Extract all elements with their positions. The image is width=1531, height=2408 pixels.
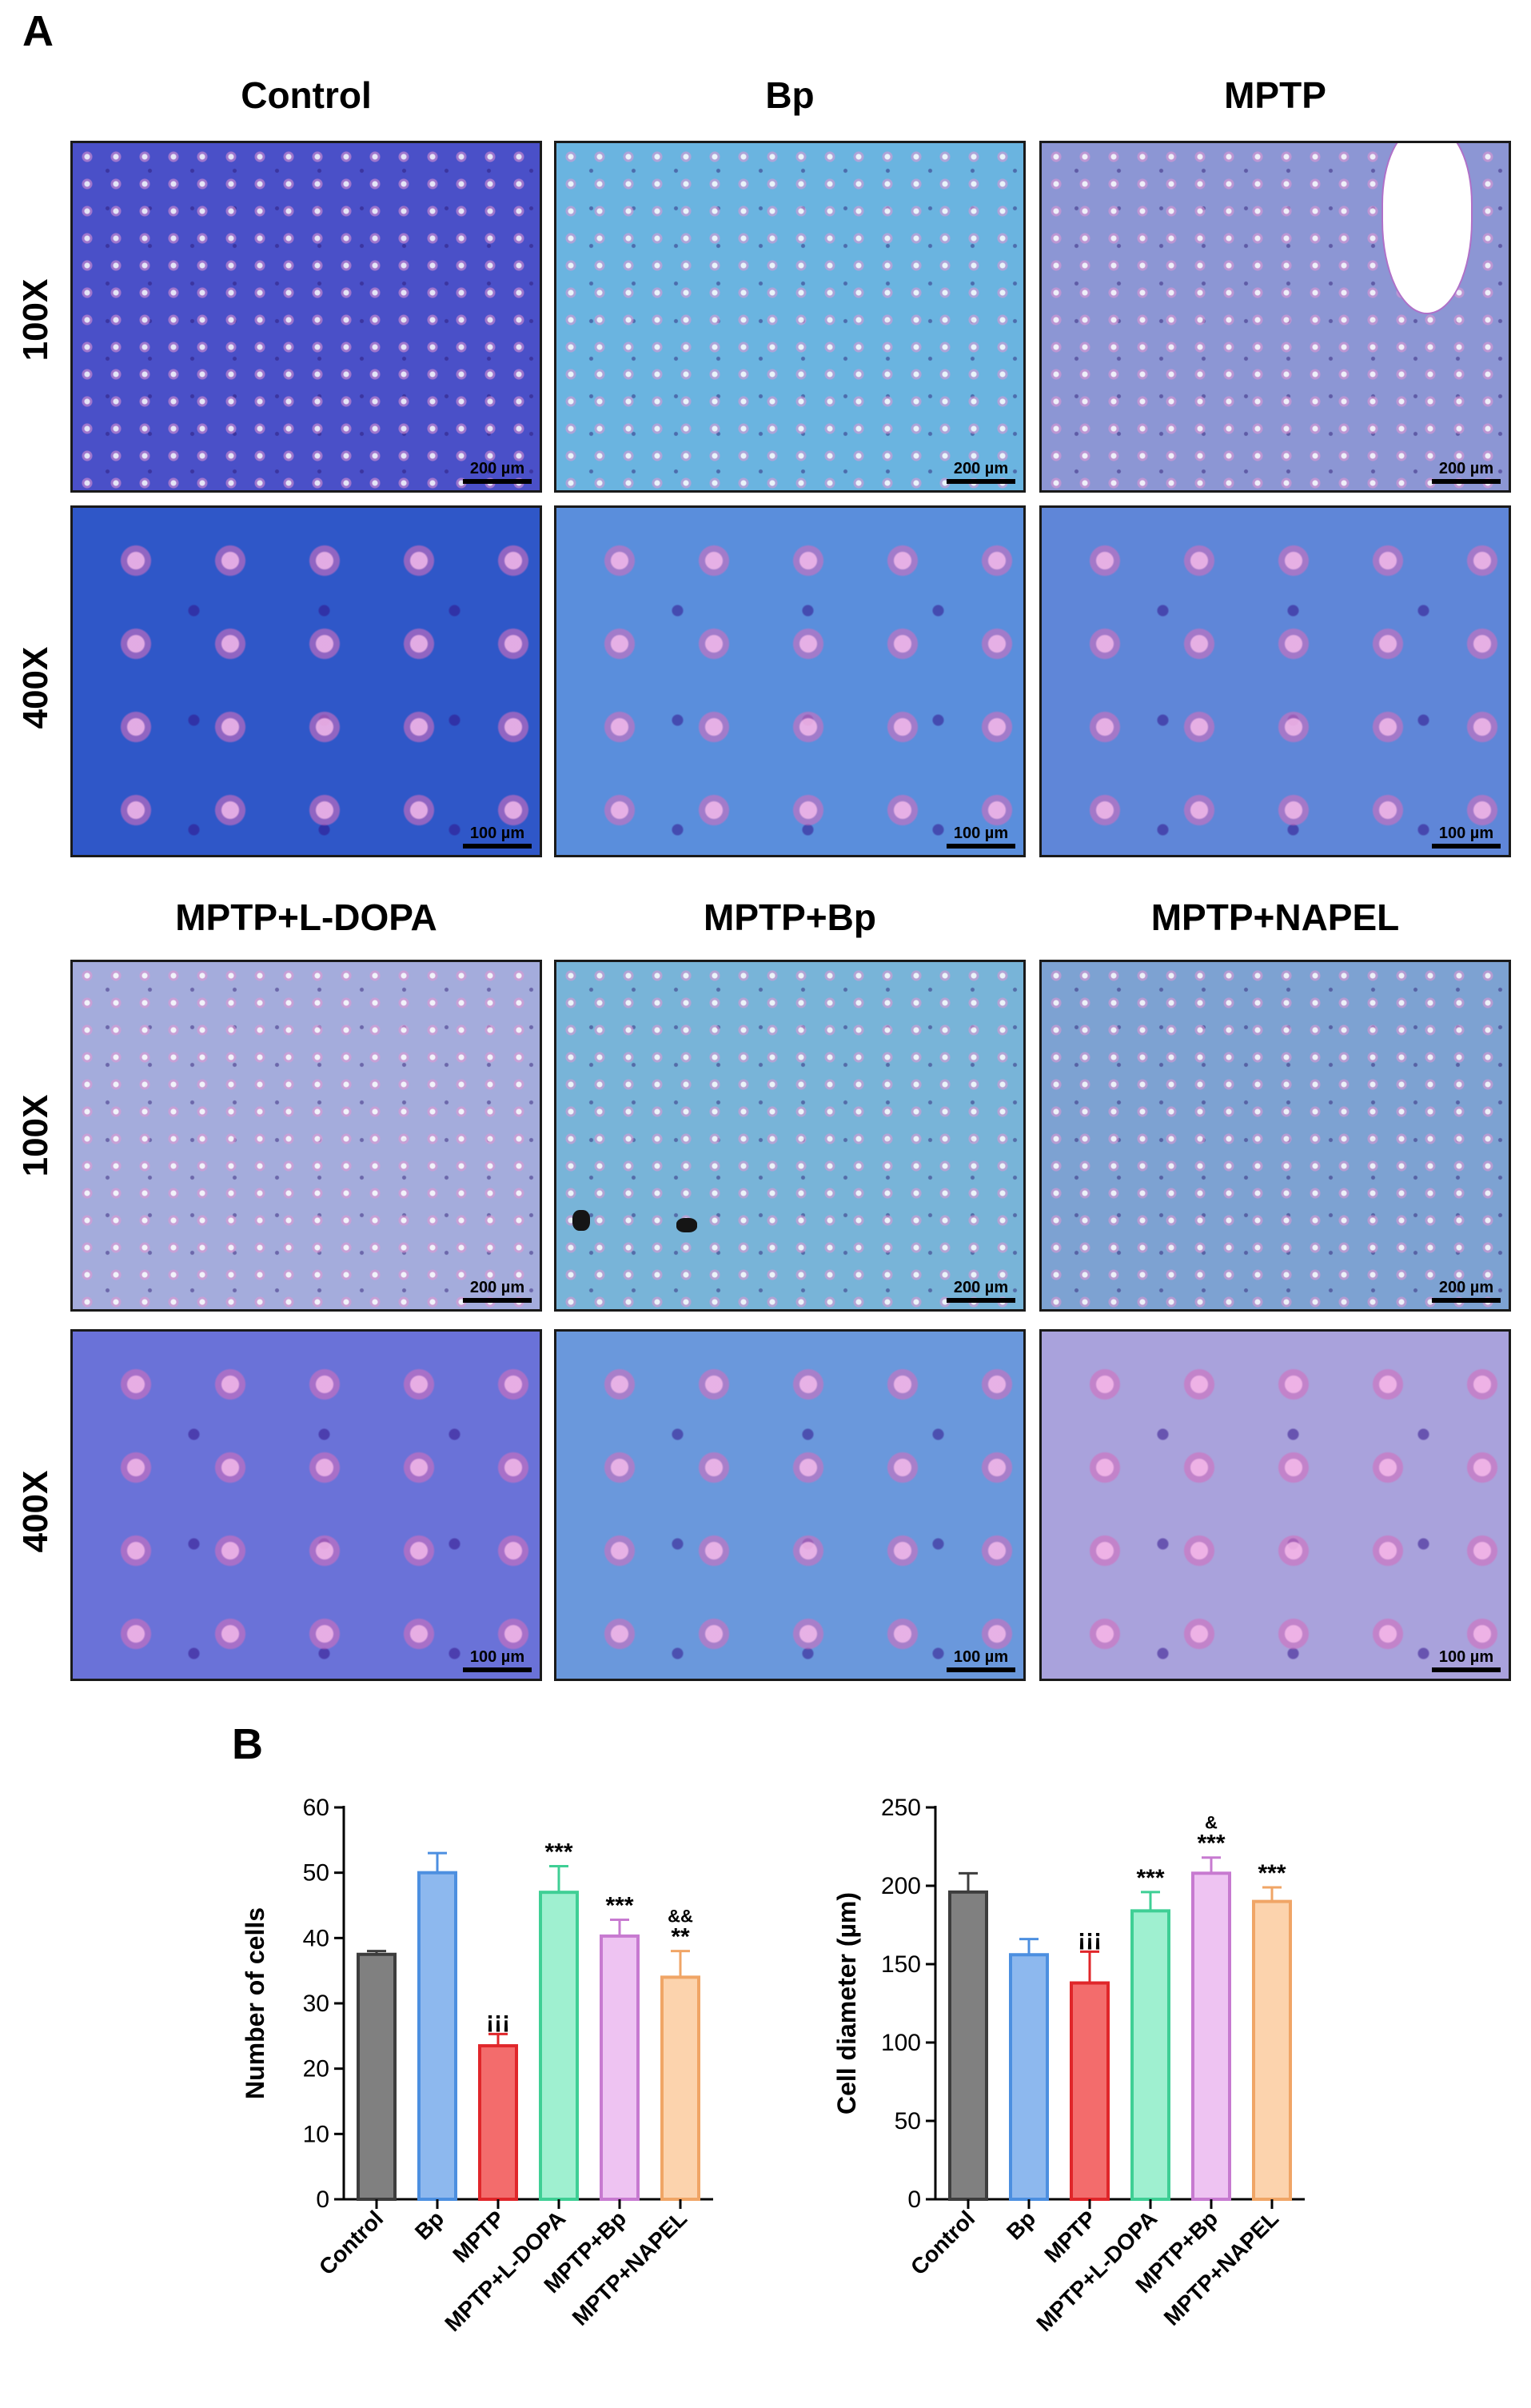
micrograph-mptp-napel-100x: 200 µm <box>1039 960 1511 1312</box>
bar-mptp <box>478 2044 518 2202</box>
scale-bar: 200 µm <box>947 1279 1015 1303</box>
panel-b-label: B <box>232 1720 263 1768</box>
bar-control <box>357 1952 397 2201</box>
x-tick-label: Bp <box>1002 2206 1040 2244</box>
bar-mptp-bp <box>600 1934 640 2201</box>
significance-marker: & <box>1205 1813 1218 1833</box>
micrograph-mptp-100x: 200 µm <box>1039 141 1511 493</box>
y-tick-label: 50 <box>895 2108 921 2134</box>
x-tick-label: Bp <box>410 2206 449 2244</box>
column-title-mptp-napel: MPTP+NAPEL <box>1150 897 1400 938</box>
significance-marker: *** <box>1136 1865 1164 1891</box>
micrograph-mptp-bp-100x: 200 µm <box>554 960 1026 1312</box>
scale-bar: 200 µm <box>1432 460 1501 484</box>
y-tick-label: 100 <box>881 2030 921 2056</box>
bar-chart-cell-diameter: 0 50 100 150 200 250 Cell diameter (µm) Control… <box>832 1795 1305 2336</box>
y-tick-label: 0 <box>316 2186 329 2213</box>
micrograph-mptp-napel-400x: 100 µm <box>1039 1329 1511 1681</box>
dark-deposit <box>676 1218 697 1232</box>
x-tick-label: Control <box>906 2206 979 2279</box>
bar-bp <box>1009 1953 1049 2202</box>
y-axis-label: Cell diameter (µm) <box>832 1892 861 2114</box>
significance-marker: && <box>668 1907 693 1927</box>
column-title-control: Control <box>241 74 372 116</box>
significance-marker: ¡¡¡ <box>486 2007 510 2033</box>
panel-a-label: A <box>22 7 54 55</box>
y-tick-label: 60 <box>303 1795 329 1821</box>
micrograph-bp-100x: 200 µm <box>554 141 1026 493</box>
bar-bp <box>417 1871 457 2202</box>
bar-mptp-l-dopa <box>539 1891 579 2202</box>
scale-bar: 100 µm <box>947 1648 1015 1672</box>
y-tick-label: 250 <box>881 1795 921 1821</box>
bar-mptp-bp <box>1191 1871 1231 2201</box>
micrograph-mptp-l-dopa-100x: 200 µm <box>70 960 542 1312</box>
scale-bar: 200 µm <box>463 1279 532 1303</box>
micrograph-control-100x: 200 µm <box>70 141 542 493</box>
bar-mptp-napel <box>660 1975 700 2201</box>
significance-marker: *** <box>605 1892 633 1919</box>
row-label-400x-bottom: 400X <box>16 1470 55 1553</box>
row-label-100x-top: 100X <box>16 278 55 361</box>
column-title-mptp-bp: MPTP+Bp <box>704 897 876 938</box>
row-label-400x-top: 400X <box>16 646 55 729</box>
scale-bar: 100 µm <box>1432 825 1501 849</box>
y-tick-label: 30 <box>303 1991 329 2017</box>
dark-deposit <box>572 1210 590 1231</box>
micrograph-mptp-l-dopa-400x: 100 µm <box>70 1329 542 1681</box>
y-tick-label: 40 <box>303 1925 329 1951</box>
column-title-mptp: MPTP <box>1224 74 1326 116</box>
significance-marker: *** <box>544 1839 572 1866</box>
micrograph-mptp-400x: 100 µm <box>1039 505 1511 857</box>
scale-bar: 200 µm <box>463 460 532 484</box>
scale-bar: 200 µm <box>947 460 1015 484</box>
significance-marker: *** <box>1258 1860 1286 1887</box>
bar-mptp-l-dopa <box>1130 1909 1170 2202</box>
bar-mptp <box>1070 1981 1110 2202</box>
y-tick-label: 0 <box>907 2186 921 2213</box>
significance-marker: ** <box>671 1924 690 1951</box>
y-tick-label: 20 <box>303 2056 329 2083</box>
micrograph-bp-400x: 100 µm <box>554 505 1026 857</box>
significance-marker: *** <box>1197 1831 1225 1857</box>
scale-bar: 100 µm <box>947 825 1015 849</box>
row-label-100x-bottom: 100X <box>16 1094 55 1177</box>
column-title-mptp-l-dopa: MPTP+L-DOPA <box>175 897 437 938</box>
vessel-lumen <box>1381 143 1473 314</box>
micrograph-control-400x: 100 µm <box>70 505 542 857</box>
scale-bar: 100 µm <box>1432 1648 1501 1672</box>
y-tick-label: 50 <box>303 1860 329 1887</box>
y-tick-label: 200 <box>881 1873 921 1899</box>
x-tick-label: Control <box>314 2206 388 2279</box>
y-tick-label: 10 <box>303 2121 329 2147</box>
y-tick-label: 150 <box>881 1951 921 1978</box>
significance-marker: ¡¡¡ <box>1078 1924 1102 1951</box>
scale-bar: 200 µm <box>1432 1279 1501 1303</box>
column-title-bp: Bp <box>765 74 815 116</box>
micrograph-mptp-bp-400x: 100 µm <box>554 1329 1026 1681</box>
scale-bar: 100 µm <box>463 1648 532 1672</box>
scale-bar: 100 µm <box>463 825 532 849</box>
bar-mptp-napel <box>1252 1899 1292 2201</box>
y-axis-label: Number of cells <box>241 1907 269 2099</box>
bar-control <box>948 1890 988 2201</box>
